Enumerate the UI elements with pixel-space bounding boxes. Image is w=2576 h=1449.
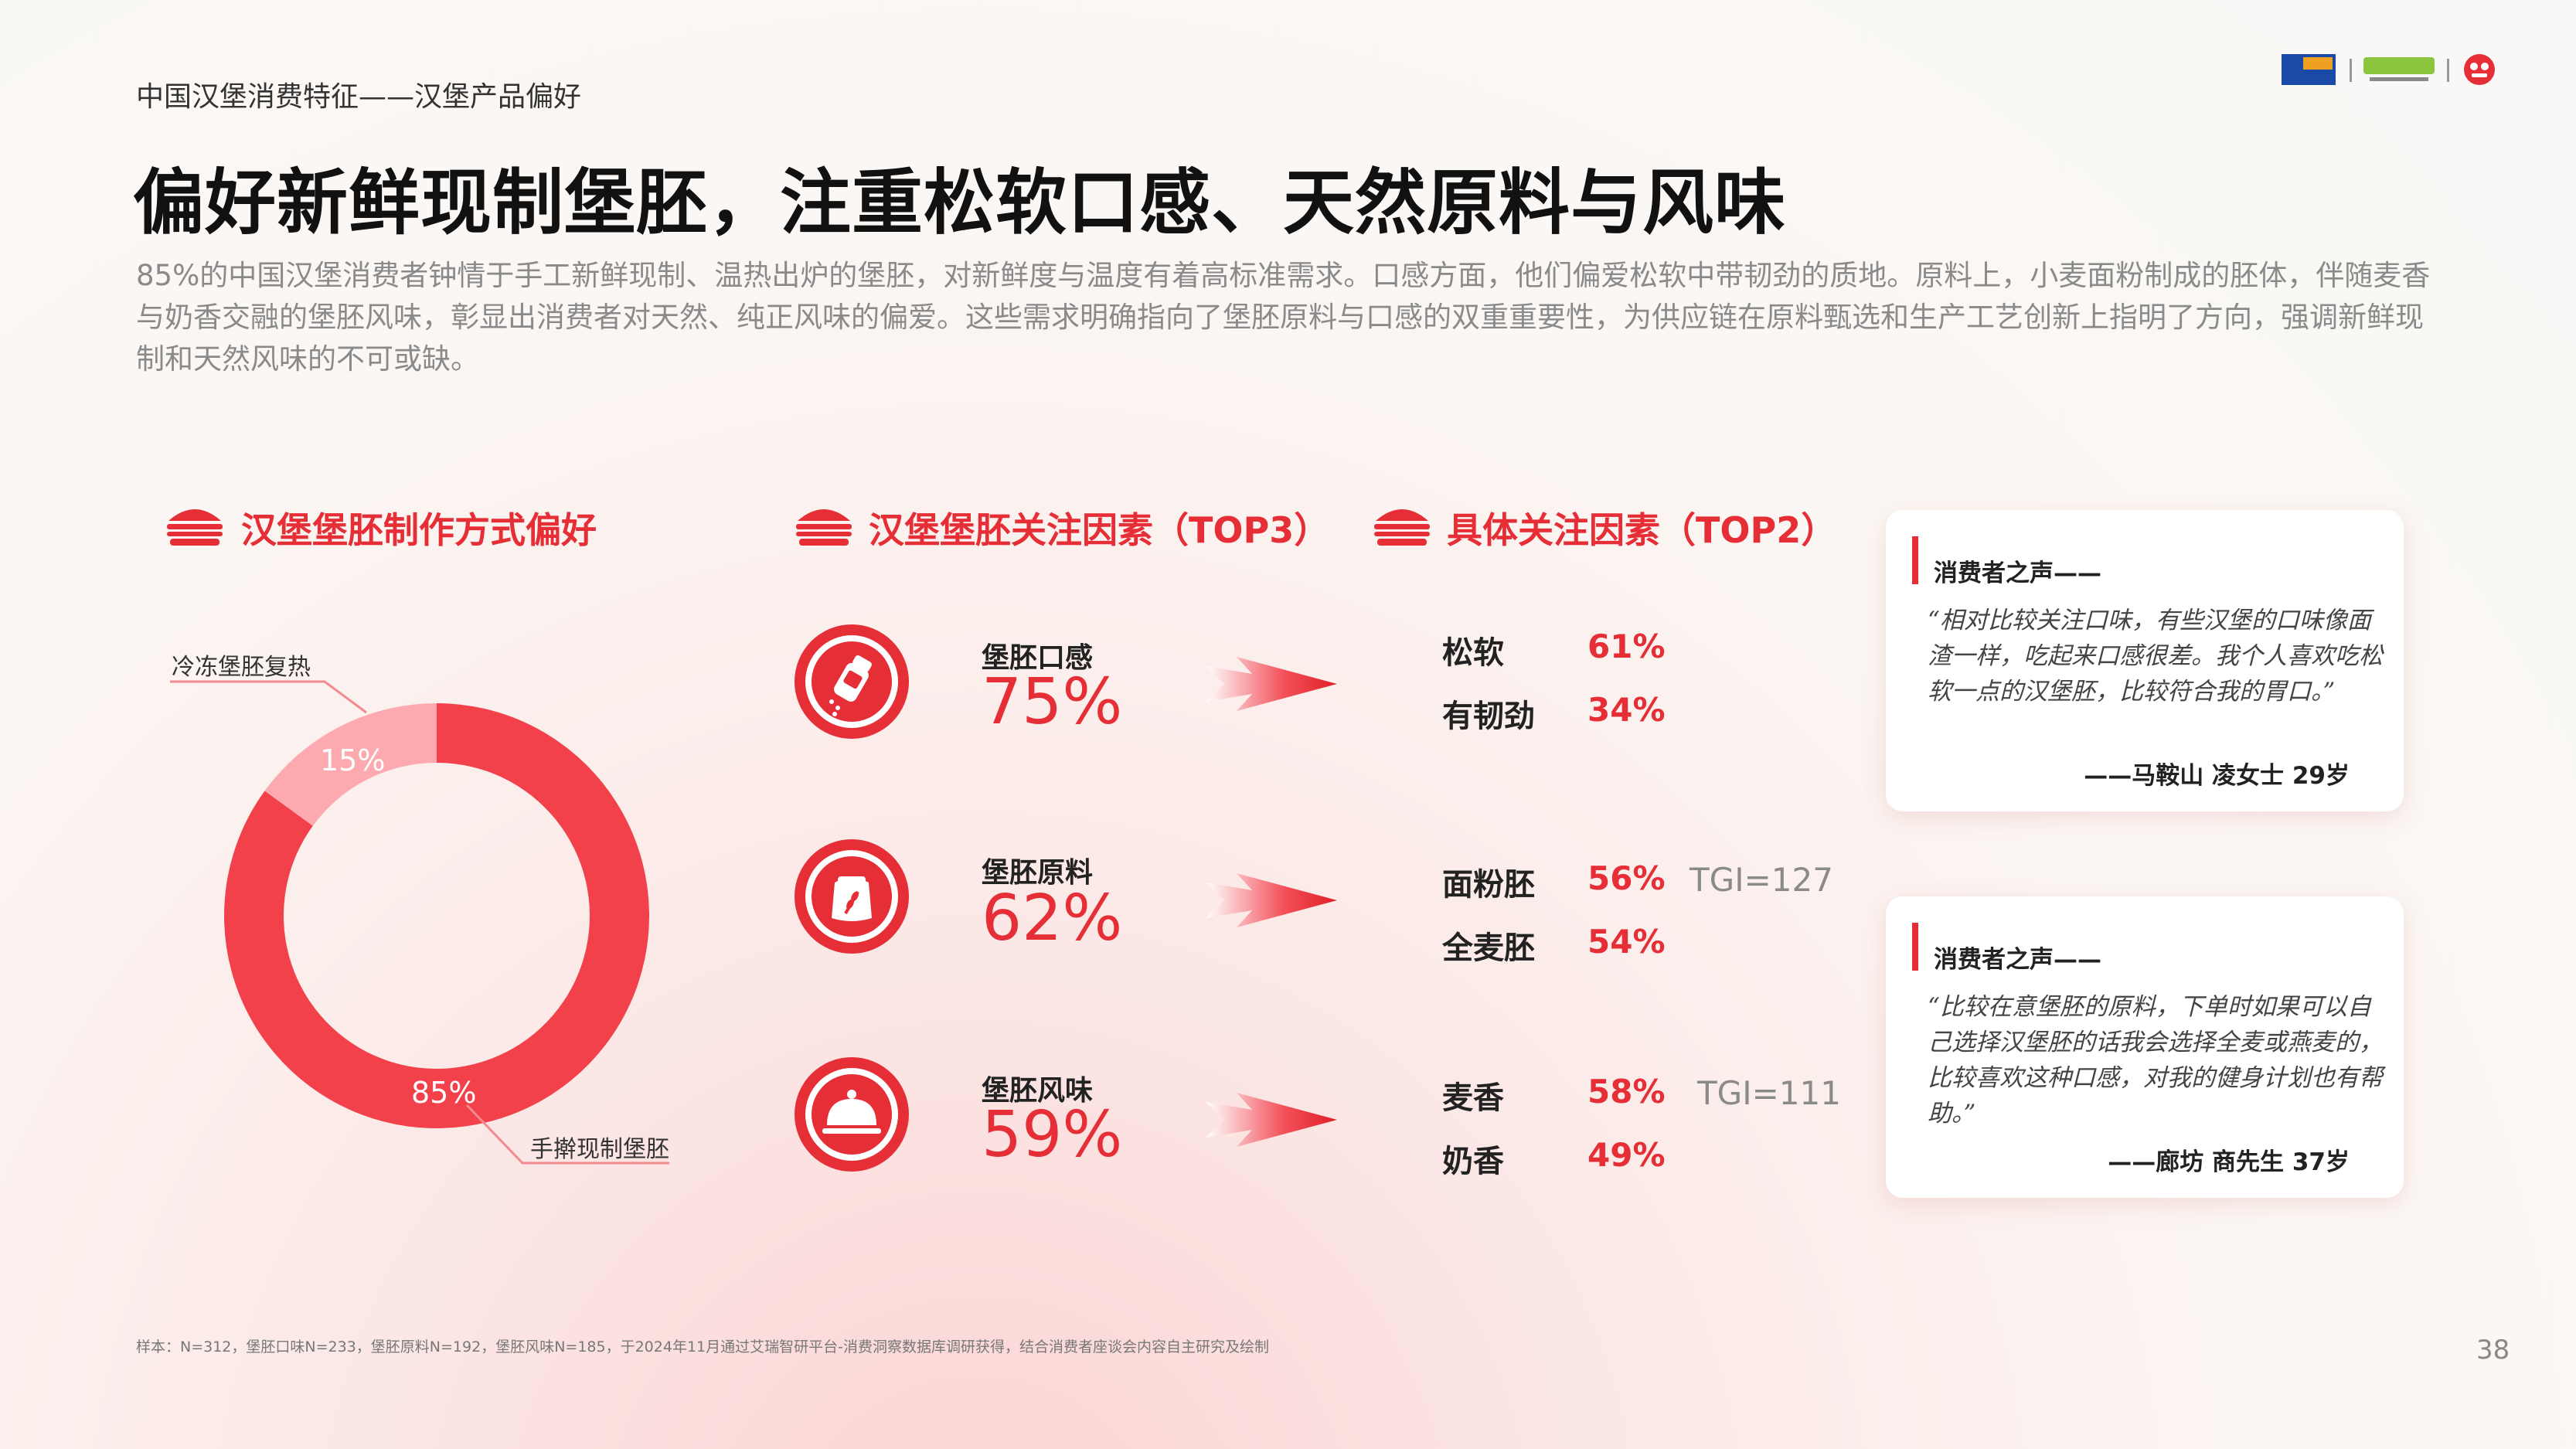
- arrow-right-icon: [1206, 1093, 1337, 1147]
- detail-item-pct: 61%: [1587, 628, 1666, 665]
- donut-slice-frozen: [264, 703, 437, 826]
- burger-icon: [796, 509, 852, 546]
- factor-pct-ingredient: 62%: [982, 882, 1123, 955]
- section-method-title: 汉堡堡胚制作方式偏好: [241, 509, 597, 551]
- detail-item-pct: 34%: [1587, 691, 1666, 729]
- slice-label-fresh: 85%: [411, 1076, 477, 1110]
- arrow-right-icon: [1206, 873, 1337, 927]
- footnote: 样本：N=312，堡胚口味N=233，堡胚原料N=192，堡胚风味N=185，于…: [136, 1338, 1269, 1355]
- detail-item-name: 面粉胚: [1442, 867, 1535, 903]
- section-tag: 中国汉堡消费特征——汉堡产品偏好: [136, 81, 582, 113]
- detail-item-name: 麦香: [1442, 1080, 1504, 1116]
- cloche-icon: [795, 1057, 909, 1172]
- arrow-right-icon: [1206, 657, 1337, 711]
- detail-item-name: 有韧劲: [1442, 699, 1535, 734]
- card-author: ——马鞍山 凌女士 29岁: [2084, 762, 2350, 790]
- detail-item-pct: 56%: [1587, 859, 1666, 897]
- card-quote: “比较在意堡胚的原料，下单时如果可以自己选择汉堡胚的话我会选择全麦或燕麦的，比较…: [1928, 993, 2383, 1128]
- page-title: 偏好新鲜现制堡胚，注重松软口感、天然原料与风味: [133, 162, 1787, 244]
- legend-label-fresh: 手擀现制堡胚: [530, 1136, 669, 1163]
- factor-name-texture: 堡胚口感: [982, 642, 1094, 674]
- tgi-value: TGI=127: [1690, 861, 1833, 899]
- section-factors-title: 汉堡堡胚关注因素（TOP3）: [869, 509, 1330, 551]
- digital-logo: [2363, 57, 2435, 74]
- consumer-voice-card: 消费者之声—— “比较在意堡胚的原料，下单时如果可以自己选择汉堡胚的话我会选择全…: [1886, 896, 2404, 1198]
- factor-name-ingredient: 堡胚原料: [982, 857, 1094, 889]
- card-quote: “相对比较关注口味，有些汉堡的口味像面渣一样，吃起来口感很差。我个人喜欢吃松软一…: [1928, 607, 2383, 706]
- legend-label-frozen: 冷冻堡胚复热: [172, 654, 311, 681]
- detail-item-name: 松软: [1442, 635, 1504, 671]
- detail-item-pct: 58%: [1587, 1073, 1666, 1111]
- detail-item-name: 奶香: [1442, 1144, 1504, 1179]
- burger-icon: [167, 509, 223, 546]
- detail-item-pct: 49%: [1587, 1136, 1666, 1174]
- intro-paragraph: 85%的中国汉堡消费者钟情于手工新鲜现制、温热出炉的堡胚，对新鲜度与温度有着高标…: [136, 259, 2431, 376]
- burger-icon: [1374, 509, 1430, 546]
- donut-chart: [223, 703, 649, 1128]
- factor-pct-texture: 75%: [982, 665, 1123, 739]
- consumer-voice-card: 消费者之声—— “相对比较关注口味，有些汉堡的口味像面渣一样，吃起来口感很差。我…: [1886, 510, 2404, 811]
- flour-sack-icon: [795, 839, 909, 954]
- tgi-value: TGI=111: [1697, 1074, 1841, 1112]
- detail-item-name: 全麦胚: [1442, 930, 1535, 966]
- card-author: ——廊坊 商先生 37岁: [2108, 1148, 2350, 1176]
- detail-item-pct: 54%: [1587, 923, 1666, 961]
- brand-logos: [2282, 54, 2495, 85]
- salt-shaker-icon: [795, 624, 909, 739]
- factor-name-flavor: 堡胚风味: [982, 1075, 1094, 1107]
- accent-bar: [1912, 536, 1918, 584]
- accent-bar: [1912, 923, 1918, 971]
- card-title: 消费者之声——: [1934, 946, 2101, 974]
- factor-pct-flavor: 59%: [982, 1098, 1123, 1172]
- card-title: 消费者之声——: [1934, 560, 2101, 587]
- iresearch-logo: [2464, 54, 2495, 85]
- slice-label-frozen: 15%: [320, 743, 386, 777]
- page-number: 38: [2476, 1335, 2510, 1366]
- section-details-title: 具体关注因素（TOP2）: [1447, 509, 1837, 551]
